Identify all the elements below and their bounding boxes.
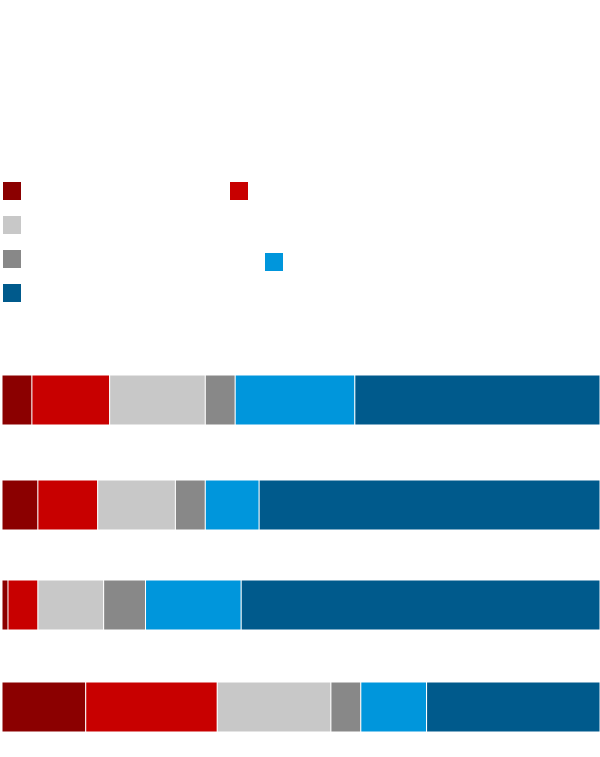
- legend-swatch: [265, 253, 283, 271]
- bar-segment: [204, 374, 236, 426]
- bar-segment: [240, 579, 600, 631]
- bar-segment: [37, 479, 99, 531]
- bar-segment: [85, 681, 218, 733]
- legend-swatch: [3, 216, 21, 234]
- bar-segment: [1, 479, 39, 531]
- legend-swatch: [3, 250, 21, 268]
- bar-segment: [258, 479, 600, 531]
- bar-segment: [1, 579, 9, 631]
- bar-segment: [204, 479, 260, 531]
- legend-swatch: [3, 284, 21, 302]
- bar-segment: [1, 681, 87, 733]
- legend-swatch: [3, 182, 21, 200]
- bar-segment: [234, 374, 356, 426]
- bar-segment: [7, 579, 39, 631]
- bar-segment: [109, 374, 206, 426]
- bar-segment: [103, 579, 147, 631]
- bar-segment: [354, 374, 600, 426]
- bar-segment: [37, 579, 105, 631]
- bar-segment: [426, 681, 600, 733]
- bar-segment: [1, 374, 33, 426]
- bar-segment: [360, 681, 428, 733]
- bar-segment: [216, 681, 332, 733]
- bar-segment: [174, 479, 206, 531]
- bar-segment: [145, 579, 242, 631]
- bar-segment: [31, 374, 111, 426]
- bar-segment: [330, 681, 362, 733]
- bar-segment: [97, 479, 176, 531]
- legend-swatch: [230, 182, 248, 200]
